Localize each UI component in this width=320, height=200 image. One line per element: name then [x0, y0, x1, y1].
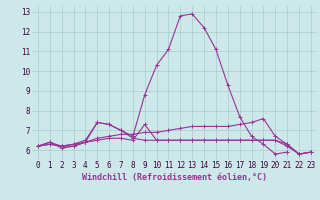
- X-axis label: Windchill (Refroidissement éolien,°C): Windchill (Refroidissement éolien,°C): [82, 173, 267, 182]
